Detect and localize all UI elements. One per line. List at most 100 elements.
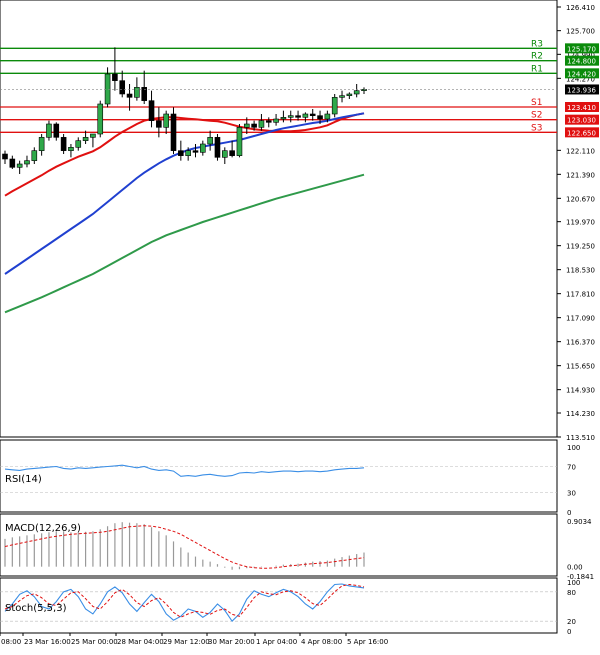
rsi-tick-label: 100 — [567, 444, 580, 452]
current-price-marker: 123.936 — [0, 84, 599, 95]
candle-body — [236, 127, 243, 156]
macd-tick-label: -0.1841 — [567, 573, 594, 581]
current-price-label: 123.936 — [567, 86, 596, 94]
candle-body — [273, 118, 279, 123]
candle-body — [53, 123, 60, 138]
stoch-label: Stoch(5,5,3) — [5, 603, 67, 614]
candle-body — [163, 113, 169, 128]
price-tick-label: 117.090 — [566, 315, 595, 323]
level-name-r3: R3 — [531, 39, 543, 49]
candle-body — [287, 115, 294, 118]
candle-body — [309, 113, 316, 116]
level-price-box — [565, 55, 599, 66]
price-tick-label: 124.270 — [566, 75, 595, 83]
time-tick-label: 1 Apr 04:00 — [256, 638, 297, 646]
rsi-label: RSI(14) — [5, 474, 42, 485]
candle-body — [331, 97, 338, 115]
level-price-label: 125.170 — [567, 45, 596, 53]
candle-body — [324, 113, 331, 120]
price-tick-label: 118.530 — [566, 267, 595, 275]
price-tick-label: 119.970 — [566, 219, 595, 227]
candle-body — [251, 123, 257, 128]
time-tick-label: 30 Mar 20:00 — [208, 638, 255, 646]
level-price-label: 123.410 — [567, 104, 596, 112]
candle-body — [353, 90, 360, 95]
level-price-box — [565, 102, 599, 112]
moving-average-line — [4, 112, 365, 197]
candle-body — [2, 153, 8, 160]
stoch-tick-label: 20 — [567, 618, 576, 626]
candle-body — [148, 100, 155, 121]
time-tick-label: 5 Apr 16:00 — [347, 638, 388, 646]
level-name-r2: R2 — [531, 52, 543, 62]
macd-signal-line — [4, 525, 365, 569]
stochastic-indicator: Stoch(5,5,3) 100 80 20 0 — [0, 579, 580, 636]
level-name-s2: S2 — [531, 111, 542, 121]
stoch-d-line — [4, 583, 365, 618]
candle-body — [258, 120, 265, 128]
macd-indicator: MACD(12,26,9) 0.9034 0.00-0.1841 — [4, 518, 594, 581]
level-price-box — [565, 114, 599, 125]
rsi-line — [4, 464, 365, 477]
macd-tick-label: 0.9034 — [567, 518, 592, 526]
stoch-k-line — [4, 583, 365, 623]
candle-body — [90, 133, 96, 138]
level-price-label: 123.030 — [567, 117, 596, 125]
price-tick-label: 122.110 — [566, 147, 595, 155]
rsi-indicator: RSI(14) 100 70 30 0 — [0, 444, 580, 517]
candle-body — [317, 115, 323, 120]
price-tick-label: 117.810 — [566, 291, 595, 299]
level-name-s3: S3 — [531, 123, 542, 133]
moving-average-line — [4, 173, 365, 314]
candle-body — [339, 95, 345, 98]
candle-body — [31, 150, 38, 161]
stoch-tick-label: 80 — [567, 589, 576, 597]
candle-body — [38, 137, 45, 151]
candle-body — [134, 87, 140, 98]
candle-body — [200, 143, 206, 153]
price-tick-label: 114.230 — [566, 410, 595, 418]
price-panel — [0, 0, 558, 438]
price-tick-label: 115.650 — [566, 363, 595, 371]
level-price-box — [565, 43, 599, 54]
time-axis: 08:00 23 Mar 16:00 25 Mar 00:00 28 Mar 04:0… — [0, 633, 388, 646]
candle-body — [265, 120, 272, 123]
candle-body — [178, 150, 184, 156]
candle-body — [112, 73, 118, 81]
candle-body — [16, 163, 23, 168]
price-tick-label: 116.370 — [566, 339, 595, 347]
candle-body — [156, 120, 162, 128]
candle-body — [141, 87, 148, 101]
time-tick-label: 28 Mar 04:00 — [117, 638, 164, 646]
level-price-box — [565, 127, 599, 138]
candle-body — [46, 123, 52, 138]
moving-averages — [4, 112, 365, 314]
candle-body — [126, 93, 133, 98]
candle-body — [214, 137, 221, 158]
time-tick-label: 23 Mar 16:00 — [24, 638, 71, 646]
candle-body — [60, 137, 67, 151]
price-axis: 126.410 125.700 124.990 124.270 122.110 121.3… — [557, 4, 595, 442]
price-tick-label: 119.250 — [566, 243, 595, 251]
rsi-tick-label: 0 — [567, 509, 571, 517]
time-tick-label: 4 Apr 08:00 — [301, 638, 342, 646]
current-price-box — [565, 84, 599, 95]
level-price-label: 122.650 — [567, 129, 596, 137]
candle-body — [185, 150, 191, 156]
rsi-tick-label: 70 — [567, 464, 576, 472]
time-tick-label: 25 Mar 00:00 — [71, 638, 118, 646]
price-tick-label: 114.930 — [566, 387, 595, 395]
candle-body — [170, 113, 177, 151]
time-tick-label: 08:00 — [1, 638, 21, 646]
candle-body — [119, 80, 126, 95]
candle-body — [97, 103, 104, 135]
stoch-panel — [0, 577, 558, 634]
price-tick-label: 113.510 — [566, 434, 595, 442]
price-tick-label: 124.990 — [566, 51, 595, 59]
candle-body — [9, 158, 16, 168]
candle-body — [346, 93, 353, 96]
macd-tick-label: 0.00 — [567, 564, 583, 572]
price-tick-label: 125.700 — [566, 28, 595, 36]
candle-body — [24, 160, 30, 165]
